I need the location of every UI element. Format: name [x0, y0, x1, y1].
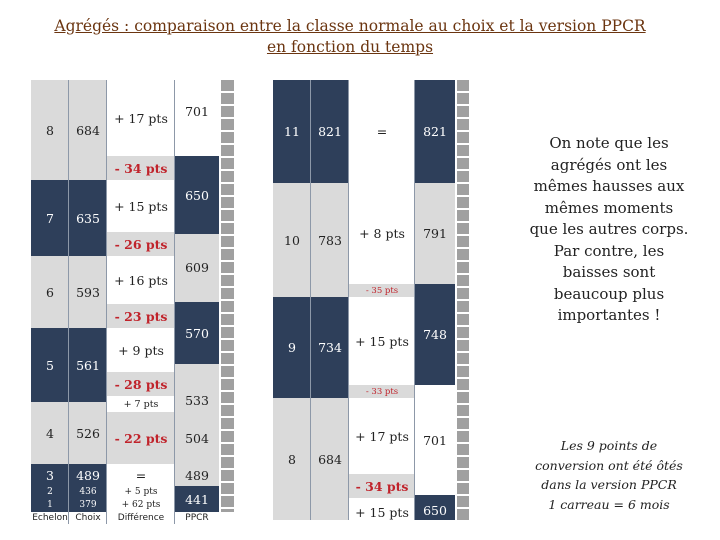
- left-diff-2: + 5 pts: [107, 486, 175, 497]
- left-choix-7: 635: [69, 180, 107, 256]
- right-col-divider-1: [310, 80, 311, 520]
- footnote-line: conversion ont été ôtés: [535, 457, 683, 473]
- footer-choix: Choix: [69, 512, 107, 524]
- main-note-line: mêmes moments: [544, 198, 674, 217]
- main-note-line: baisses sont: [562, 263, 656, 281]
- footer-difference: Différence: [107, 512, 175, 524]
- right-table: 11 821 = 821 10 783 + 8 pts - 35 pts 791…: [273, 80, 469, 520]
- right-choix-10: 783: [311, 183, 349, 297]
- left-ppcr-650: 650: [175, 156, 219, 234]
- left-ppcr-701: 701: [175, 80, 219, 156]
- main-note-line: On note que les: [549, 134, 669, 152]
- left-diff-6-up: + 16 pts: [107, 256, 175, 304]
- right-diff-11: =: [349, 80, 415, 183]
- title-line-2: en fonction du temps: [266, 38, 434, 56]
- right-echelon-8: 8: [273, 398, 311, 520]
- right-ppcr-791: 791: [415, 183, 455, 284]
- left-echelon-7: 7: [31, 180, 69, 256]
- left-col-divider-2: [106, 80, 107, 524]
- left-diff-8-up: + 17 pts: [107, 80, 175, 156]
- left-diff-8-down: - 34 pts: [107, 156, 175, 180]
- right-ppcr-821: 821: [415, 80, 455, 183]
- right-diff-10-down: - 35 pts: [349, 284, 415, 297]
- left-choix-6: 593: [69, 256, 107, 328]
- right-echelon-11: 11: [273, 80, 311, 183]
- footer-ppcr: PPCR: [175, 512, 219, 524]
- left-timeline-stripe: [221, 80, 234, 512]
- left-echelon-8: 8: [31, 80, 69, 180]
- left-table: 8 684 + 17 pts - 34 pts 701 650 7 635 + …: [31, 80, 234, 524]
- right-ppcr-748: 748: [415, 284, 455, 385]
- right-diff-8-down: - 34 pts: [349, 474, 415, 498]
- left-col-divider-1: [68, 80, 69, 524]
- main-note-line: importantes !: [557, 306, 661, 324]
- left-echelon-4: 4: [31, 402, 69, 464]
- left-choix-1: 379: [69, 497, 107, 512]
- left-diff-5-up: + 9 pts: [107, 328, 175, 372]
- left-choix-2: 436: [69, 486, 107, 497]
- left-ppcr-609: 609: [175, 234, 219, 302]
- right-choix-11: 821: [311, 80, 349, 183]
- footnote: Les 9 points de conversion ont été ôtés …: [500, 436, 718, 514]
- right-diff-9-up: + 15 pts: [349, 297, 415, 385]
- left-echelon-6: 6: [31, 256, 69, 328]
- footnote-line: Les 9 points de: [560, 438, 658, 453]
- left-col-divider-3: [174, 80, 175, 524]
- left-choix-8: 684: [69, 80, 107, 180]
- left-ppcr-504: 504: [175, 412, 219, 464]
- left-diff-4-up: + 7 pts: [107, 396, 175, 412]
- left-choix-3: 489: [69, 464, 107, 486]
- left-echelon-3: 3: [31, 464, 69, 486]
- left-ppcr-570: 570: [175, 302, 219, 364]
- left-ppcr-489: 489: [175, 464, 219, 486]
- footnote-line: 1 carreau = 6 mois: [548, 496, 670, 512]
- main-note-line: que les autres corps.: [529, 220, 689, 238]
- right-timeline-stripe: [457, 80, 469, 520]
- main-note-line: beaucoup plus: [553, 284, 665, 303]
- left-diff-3: =: [107, 464, 175, 486]
- left-diff-1: + 62 pts: [107, 497, 175, 512]
- main-note-line: Par contre, les: [553, 241, 665, 260]
- right-diff-8-up: + 17 pts: [349, 398, 415, 474]
- left-echelon-5: 5: [31, 328, 69, 402]
- left-choix-4: 526: [69, 402, 107, 464]
- left-diff-6-down: - 23 pts: [107, 304, 175, 328]
- title-line-1: Agrégés : comparaison entre la classe no…: [54, 17, 646, 35]
- right-echelon-9: 9: [273, 297, 311, 398]
- main-note: On note que les agrégés ont les mêmes ha…: [500, 133, 718, 327]
- footnote-line: dans la version PPCR: [541, 477, 677, 492]
- left-echelon-2: 2: [31, 486, 69, 497]
- right-choix-8: 684: [311, 398, 349, 520]
- right-col-divider-3: [414, 80, 415, 520]
- left-ppcr-441: 441: [175, 486, 219, 512]
- left-diff-7-up: + 15 pts: [107, 180, 175, 232]
- right-col-divider-2: [348, 80, 349, 520]
- main-note-line: mêmes hausses aux: [533, 177, 685, 195]
- right-choix-9: 734: [311, 297, 349, 398]
- page-title: Agrégés : comparaison entre la classe no…: [30, 16, 670, 58]
- right-ppcr-701: 701: [415, 385, 455, 495]
- left-ppcr-533: 533: [175, 364, 219, 412]
- left-diff-7-down: - 26 pts: [107, 232, 175, 256]
- left-diff-4-down: - 22 pts: [107, 412, 175, 464]
- right-diff-10-up: + 8 pts: [349, 183, 415, 284]
- main-note-line: agrégés ont les: [550, 155, 668, 174]
- left-diff-5-down: - 28 pts: [107, 372, 175, 396]
- right-diff-9-down: - 33 pts: [349, 385, 415, 398]
- right-diff-7-up: + 15 pts: [349, 498, 415, 520]
- left-choix-5: 561: [69, 328, 107, 402]
- left-echelon-1: 1: [31, 497, 69, 512]
- footer-echelon: Echelon: [31, 512, 69, 524]
- right-ppcr-650: 650: [415, 495, 455, 520]
- right-echelon-10: 10: [273, 183, 311, 297]
